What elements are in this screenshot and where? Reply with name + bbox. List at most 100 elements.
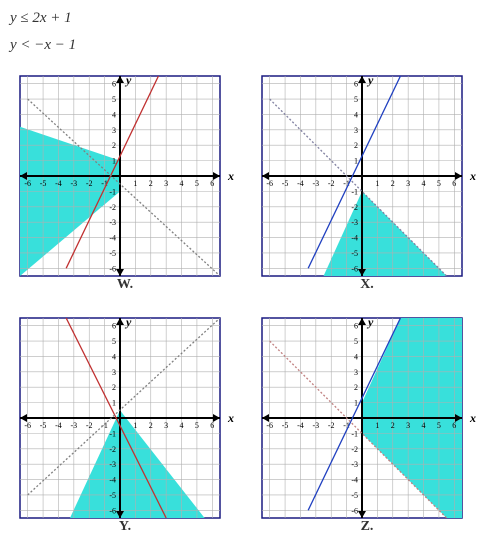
svg-text:4: 4: [180, 179, 184, 188]
svg-text:1: 1: [375, 179, 379, 188]
panel-label-W: W.: [117, 277, 133, 293]
panel-label-X: X.: [360, 277, 374, 293]
svg-text:-5: -5: [351, 491, 358, 500]
svg-text:y: y: [366, 316, 374, 329]
svg-text:3: 3: [354, 126, 358, 135]
svg-text:2: 2: [112, 141, 116, 150]
svg-text:3: 3: [164, 179, 168, 188]
svg-text:-6: -6: [266, 179, 273, 188]
svg-text:-6: -6: [351, 264, 358, 273]
svg-text:-3: -3: [71, 421, 78, 430]
svg-text:6: 6: [354, 322, 358, 331]
svg-text:5: 5: [437, 179, 441, 188]
svg-text:5: 5: [112, 337, 116, 346]
svg-text:-4: -4: [55, 421, 62, 430]
svg-text:2: 2: [354, 383, 358, 392]
svg-text:y: y: [124, 316, 132, 329]
panel-label-Y: Y.: [119, 519, 131, 535]
svg-text:-6: -6: [109, 506, 116, 515]
svg-text:-4: -4: [55, 179, 62, 188]
svg-text:3: 3: [164, 421, 168, 430]
svg-text:-5: -5: [40, 179, 47, 188]
svg-text:-6: -6: [351, 506, 358, 515]
svg-text:2: 2: [149, 179, 153, 188]
svg-text:3: 3: [406, 421, 410, 430]
svg-text:x: x: [469, 169, 476, 183]
svg-text:1: 1: [133, 179, 137, 188]
svg-text:4: 4: [112, 110, 116, 119]
svg-text:-2: -2: [109, 203, 116, 212]
svg-text:5: 5: [195, 421, 199, 430]
svg-text:-1: -1: [351, 429, 358, 438]
svg-text:5: 5: [195, 179, 199, 188]
svg-text:6: 6: [452, 179, 456, 188]
svg-text:3: 3: [406, 179, 410, 188]
svg-text:-5: -5: [282, 179, 289, 188]
svg-text:-2: -2: [351, 203, 358, 212]
svg-text:4: 4: [112, 352, 116, 361]
panel-Y: -6-6-5-5-4-4-3-3-2-2-1-1112233445566x y …: [10, 316, 240, 546]
panel-W: -6-6-5-5-4-4-3-3-2-2-1-1112233445566x y …: [10, 74, 240, 304]
svg-text:-5: -5: [40, 421, 47, 430]
svg-text:1: 1: [133, 421, 137, 430]
svg-text:3: 3: [112, 368, 116, 377]
svg-text:6: 6: [210, 179, 214, 188]
svg-text:2: 2: [391, 179, 395, 188]
svg-text:-6: -6: [24, 179, 31, 188]
svg-text:-4: -4: [109, 234, 116, 243]
svg-text:y: y: [366, 74, 374, 87]
svg-text:5: 5: [354, 95, 358, 104]
svg-text:-1: -1: [351, 187, 358, 196]
svg-text:-4: -4: [351, 476, 358, 485]
svg-text:x: x: [227, 411, 234, 425]
svg-text:6: 6: [112, 322, 116, 331]
svg-text:-4: -4: [297, 421, 304, 430]
svg-text:-6: -6: [24, 421, 31, 430]
svg-text:-1: -1: [109, 429, 116, 438]
inequality-system: y ≤ 2x + 1 y < −x − 1: [10, 10, 490, 54]
svg-text:1: 1: [375, 421, 379, 430]
svg-text:-2: -2: [86, 179, 93, 188]
svg-text:-3: -3: [351, 460, 358, 469]
svg-text:6: 6: [210, 421, 214, 430]
svg-text:4: 4: [354, 110, 358, 119]
svg-text:5: 5: [112, 95, 116, 104]
svg-text:-2: -2: [109, 445, 116, 454]
svg-text:5: 5: [437, 421, 441, 430]
svg-text:1: 1: [112, 399, 116, 408]
svg-text:-6: -6: [109, 264, 116, 273]
svg-text:6: 6: [354, 80, 358, 89]
svg-text:5: 5: [354, 337, 358, 346]
svg-text:3: 3: [112, 126, 116, 135]
svg-text:-5: -5: [109, 491, 116, 500]
svg-text:3: 3: [354, 368, 358, 377]
svg-text:4: 4: [180, 421, 184, 430]
svg-text:-3: -3: [109, 460, 116, 469]
svg-text:-2: -2: [328, 179, 335, 188]
svg-text:-2: -2: [86, 421, 93, 430]
svg-text:4: 4: [422, 179, 426, 188]
panel-Z: -6-6-5-5-4-4-3-3-2-2-1-1112233445566x y …: [252, 316, 482, 546]
svg-text:-2: -2: [328, 421, 335, 430]
inequality-1: y ≤ 2x + 1: [10, 10, 490, 27]
svg-text:6: 6: [112, 80, 116, 89]
svg-text:-3: -3: [109, 218, 116, 227]
svg-text:-5: -5: [282, 421, 289, 430]
svg-text:2: 2: [149, 421, 153, 430]
svg-text:-1: -1: [109, 187, 116, 196]
graph-grid: -6-6-5-5-4-4-3-3-2-2-1-1112233445566x y …: [10, 74, 490, 546]
svg-text:-3: -3: [351, 218, 358, 227]
svg-text:-4: -4: [297, 179, 304, 188]
svg-text:-4: -4: [109, 476, 116, 485]
svg-text:-2: -2: [351, 445, 358, 454]
svg-text:2: 2: [354, 141, 358, 150]
svg-text:-3: -3: [71, 179, 78, 188]
svg-text:2: 2: [112, 383, 116, 392]
svg-text:6: 6: [452, 421, 456, 430]
panel-X: -6-6-5-5-4-4-3-3-2-2-1-1112233445566x y …: [252, 74, 482, 304]
svg-text:4: 4: [354, 352, 358, 361]
svg-text:-5: -5: [109, 249, 116, 258]
svg-text:y: y: [124, 74, 132, 87]
svg-text:-4: -4: [351, 234, 358, 243]
svg-text:2: 2: [391, 421, 395, 430]
